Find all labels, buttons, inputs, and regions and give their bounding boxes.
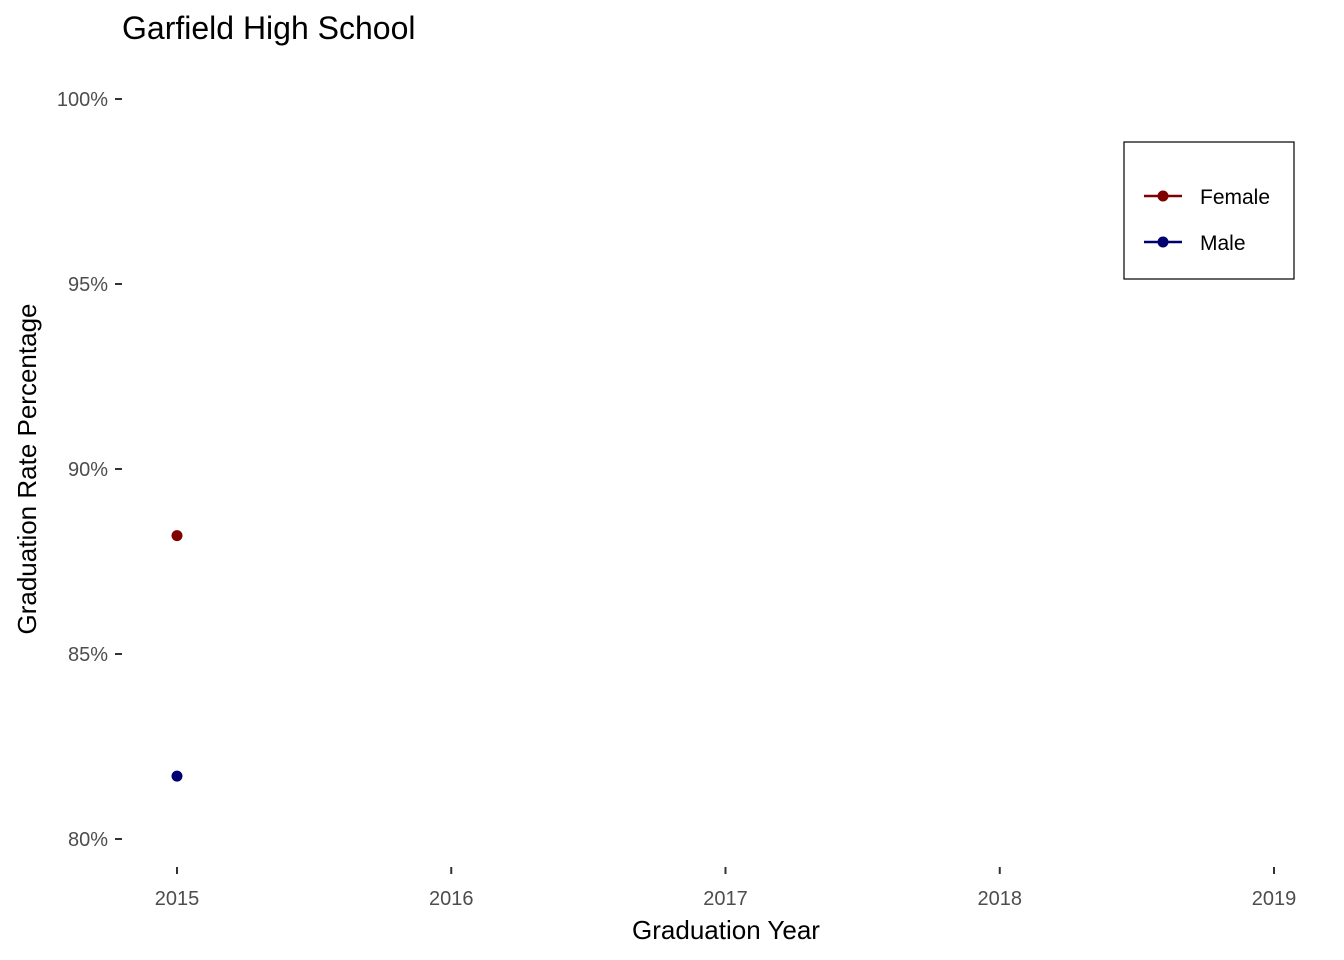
legend-box <box>1123 141 1295 280</box>
y-axis-title: Graduation Rate Percentage <box>12 304 42 635</box>
x-axis-title: Graduation Year <box>632 915 820 945</box>
data-point <box>171 530 183 542</box>
y-axis: 80% 85% 90% 95% 100% <box>57 89 122 851</box>
x-axis: 2015 2016 2017 2018 2019 <box>155 867 1297 910</box>
legend-label: Male <box>1200 232 1246 255</box>
x-tick-label: 2015 <box>155 888 200 910</box>
x-tick-label: 2016 <box>429 888 474 910</box>
legend-key-point <box>1157 190 1169 202</box>
x-tick-label: 2017 <box>703 888 748 910</box>
y-tick-label: 85% <box>68 644 108 666</box>
data-point <box>171 770 183 782</box>
plot-area <box>171 530 183 782</box>
y-tick-label: 90% <box>68 459 108 481</box>
legend-key-point <box>1157 236 1169 248</box>
y-tick-label: 100% <box>57 89 108 111</box>
x-tick-label: 2019 <box>1252 888 1297 910</box>
legend: Female Male <box>1123 141 1295 280</box>
y-tick-label: 95% <box>68 274 108 296</box>
legend-label: Female <box>1200 186 1270 209</box>
chart-title: Garfield High School <box>122 10 415 46</box>
y-tick-label: 80% <box>68 829 108 851</box>
x-tick-label: 2018 <box>978 888 1023 910</box>
